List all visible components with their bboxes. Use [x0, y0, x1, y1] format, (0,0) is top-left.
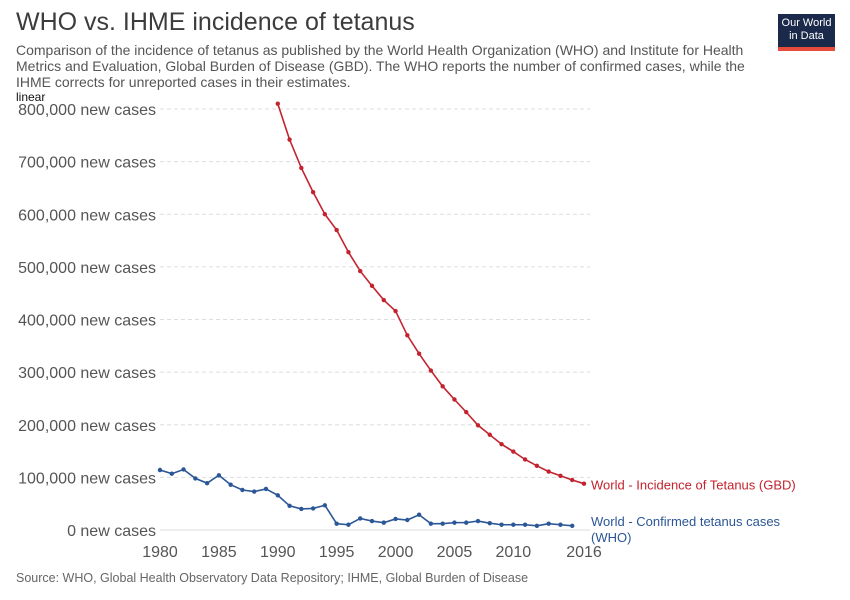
data-point[interactable] [346, 522, 351, 527]
y-tick-label: 0 new cases [67, 523, 156, 540]
data-point[interactable] [252, 489, 257, 494]
source-note: Source: WHO, Global Health Observatory D… [16, 571, 529, 585]
data-point[interactable] [475, 518, 481, 524]
data-point[interactable] [428, 521, 434, 526]
data-point[interactable] [369, 518, 375, 524]
series-layer [157, 101, 587, 528]
data-point[interactable] [452, 520, 457, 525]
data-point[interactable] [487, 432, 492, 437]
data-point[interactable] [287, 503, 292, 508]
data-point[interactable] [475, 423, 481, 428]
data-point[interactable] [381, 520, 386, 525]
y-tick-label: 300,000 new cases [18, 365, 156, 382]
data-point[interactable] [240, 487, 245, 493]
scale-toggle-label[interactable]: linear [16, 90, 46, 104]
x-axis-labels: 1980 1985 1990 1995 2000 2005 2010 2016 [142, 544, 602, 561]
data-point[interactable] [534, 463, 540, 468]
data-point[interactable] [275, 493, 280, 498]
x-tick-label: 1980 [142, 544, 178, 561]
series-line[interactable] [277, 103, 585, 485]
data-point[interactable] [299, 506, 304, 512]
data-point[interactable] [581, 481, 587, 486]
data-point[interactable] [499, 522, 504, 527]
logo-accent-bar [778, 47, 835, 51]
y-axis-labels: 0 new cases 100,000 new cases 200,000 new … [18, 102, 156, 540]
y-tick-label: 100,000 new cases [18, 470, 156, 487]
y-tick-label: 400,000 new cases [18, 313, 156, 330]
data-point[interactable] [334, 521, 339, 526]
data-point[interactable] [511, 449, 516, 454]
data-point[interactable] [558, 522, 563, 527]
data-point[interactable] [334, 227, 339, 233]
series-labels: World - Incidence of Tetanus (GBD) World … [591, 478, 796, 545]
data-point[interactable] [487, 520, 492, 526]
data-point[interactable] [381, 297, 386, 303]
data-point[interactable] [440, 384, 445, 389]
x-tick-label: 2000 [378, 544, 414, 561]
data-point[interactable] [287, 137, 292, 142]
data-point[interactable] [358, 516, 363, 521]
data-point[interactable] [216, 473, 222, 478]
data-point[interactable] [522, 522, 528, 527]
data-point[interactable] [405, 333, 410, 338]
data-point[interactable] [181, 467, 186, 472]
data-point[interactable] [204, 480, 210, 486]
grid-layer [160, 108, 590, 531]
data-point[interactable] [169, 471, 174, 476]
series-label-gbd[interactable]: World - Incidence of Tetanus (GBD) [591, 478, 796, 493]
data-point[interactable] [522, 457, 528, 462]
y-tick-label: 500,000 new cases [18, 260, 156, 277]
data-point[interactable] [546, 469, 551, 474]
data-point[interactable] [558, 473, 563, 478]
data-point[interactable] [393, 308, 398, 314]
data-point[interactable] [369, 283, 375, 289]
x-tick-label: 1990 [260, 544, 296, 561]
data-point[interactable] [546, 521, 551, 526]
data-point[interactable] [511, 522, 516, 527]
data-point[interactable] [393, 516, 398, 522]
data-point[interactable] [322, 503, 328, 508]
x-tick-label: 2010 [496, 544, 532, 561]
data-point[interactable] [322, 212, 328, 217]
series-line[interactable] [159, 468, 573, 527]
data-point[interactable] [299, 165, 304, 171]
logo-line-1: Our World [781, 17, 832, 29]
data-point[interactable] [570, 523, 575, 528]
data-point[interactable] [310, 189, 316, 195]
y-tick-label: 600,000 new cases [18, 207, 156, 224]
y-tick-label: 800,000 new cases [18, 102, 156, 119]
x-tick-label: 2005 [437, 544, 473, 561]
data-point[interactable] [275, 101, 280, 106]
y-tick-label: 200,000 new cases [18, 418, 156, 435]
chart-title: WHO vs. IHME incidence of tetanus [16, 8, 415, 36]
data-point[interactable] [452, 397, 457, 402]
data-point[interactable] [358, 268, 363, 274]
data-point[interactable] [263, 486, 269, 492]
y-tick-label: 700,000 new cases [18, 155, 156, 172]
data-point[interactable] [428, 368, 434, 373]
data-point[interactable] [499, 442, 504, 447]
data-point[interactable] [157, 467, 163, 473]
data-point[interactable] [346, 249, 351, 255]
data-point[interactable] [534, 523, 540, 528]
data-point[interactable] [193, 476, 198, 481]
data-point[interactable] [416, 351, 422, 356]
data-point[interactable] [440, 521, 445, 526]
data-point[interactable] [464, 520, 469, 525]
data-point[interactable] [310, 506, 316, 511]
owid-logo[interactable]: Our World in Data [778, 14, 835, 51]
chart-subtitle: Comparison of the incidence of tetanus a… [16, 42, 745, 90]
data-point[interactable] [570, 477, 575, 483]
x-tick-label: 1995 [319, 544, 355, 561]
x-tick-label: 2016 [566, 544, 602, 561]
series-label-who[interactable]: World - Confirmed tetanus cases (WHO) [591, 514, 781, 545]
data-point[interactable] [464, 409, 469, 415]
data-point[interactable] [228, 482, 233, 487]
x-tick-label: 1985 [201, 544, 237, 561]
data-point[interactable] [405, 517, 410, 523]
logo-line-2: in Data [789, 30, 824, 42]
data-point[interactable] [416, 512, 422, 517]
